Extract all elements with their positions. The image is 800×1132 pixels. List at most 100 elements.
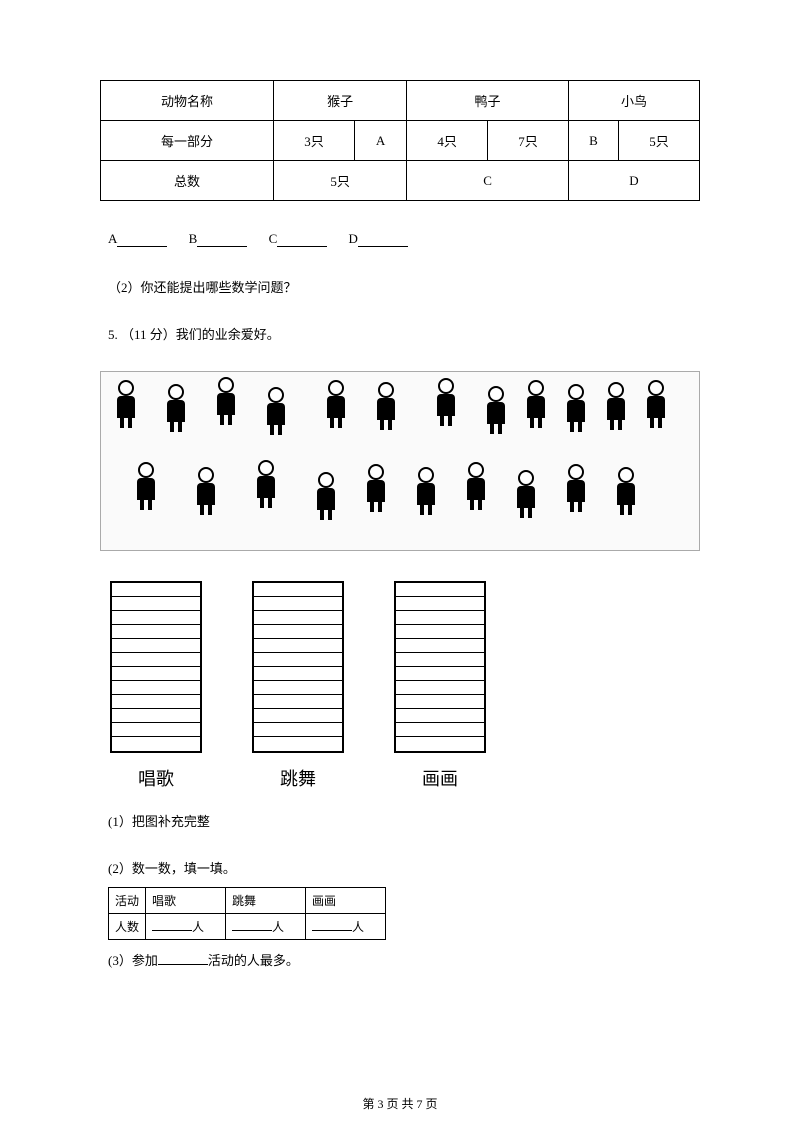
sub-question-3: (3）参加 活动的人最多。 [108,950,700,969]
bar-cell[interactable] [396,653,484,667]
animal-table: 动物名称 猴子 鸭子 小鸟 每一部分 3只 A 4只 7只 B 5只 总数 5只… [100,80,700,201]
cell-draw[interactable]: 人 [306,914,386,940]
label-d: D [348,231,357,246]
unit-draw: 人 [352,920,364,934]
kid-figure [411,467,441,515]
bar-cell[interactable] [112,625,200,639]
bar-cell[interactable] [112,639,200,653]
bar-cell[interactable] [112,583,200,597]
kid-figure [211,377,241,425]
bar-cell[interactable] [112,723,200,737]
h-sing: 唱歌 [146,888,226,914]
cell-total-bird: D [568,161,699,201]
cell-duck-1: 4只 [407,121,488,161]
bar-cell[interactable] [254,737,342,751]
kid-figure [361,464,391,512]
kid-figure [251,460,281,508]
page-footer: 第 3 页 共 7 页 [0,1095,800,1112]
blank-c[interactable] [277,233,327,247]
bar-cell[interactable] [396,709,484,723]
cell-bird-2: 5只 [619,121,700,161]
bar-cell[interactable] [112,611,200,625]
unit-sing: 人 [192,920,204,934]
bar-column: 画画 [394,581,486,791]
cell-sing[interactable]: 人 [146,914,226,940]
blank-b[interactable] [197,233,247,247]
bar-cell[interactable] [254,723,342,737]
blank-draw[interactable] [312,930,352,931]
blank-d[interactable] [358,233,408,247]
cell-bird-1: B [568,121,618,161]
bar-cell[interactable] [396,597,484,611]
kid-figure [511,470,541,518]
blank-dance[interactable] [232,930,272,931]
bar-cell[interactable] [254,639,342,653]
row-part-label: 每一部分 [101,121,274,161]
bar-cell[interactable] [254,611,342,625]
kid-figure [191,467,221,515]
cell-total-duck: C [407,161,569,201]
table-row: 每一部分 3只 A 4只 7只 B 5只 [101,121,700,161]
bar-cell[interactable] [254,625,342,639]
bar-cell[interactable] [254,681,342,695]
bar-cell[interactable] [112,709,200,723]
bar-cell[interactable] [254,597,342,611]
kid-figure [261,387,291,435]
bar-cell[interactable] [254,653,342,667]
bar-stack[interactable] [252,581,344,753]
kid-figure [161,384,191,432]
r-people: 人数 [109,914,146,940]
kid-figure [371,382,401,430]
table-row: 动物名称 猴子 鸭子 小鸟 [101,81,700,121]
bar-label: 画画 [422,765,458,791]
bar-cell[interactable] [112,695,200,709]
h-activity: 活动 [109,888,146,914]
bar-cell[interactable] [254,709,342,723]
blank-most[interactable] [158,964,208,965]
bar-cell[interactable] [112,667,200,681]
bar-cell[interactable] [112,653,200,667]
sub-question-2: (2）数一数，填一填。 [108,858,700,877]
sub3-post: 活动的人最多。 [208,953,299,968]
kid-figure [321,380,351,428]
sub3-pre: (3）参加 [108,953,158,968]
bar-cell[interactable] [396,625,484,639]
bar-cell[interactable] [396,695,484,709]
bar-cell[interactable] [254,667,342,681]
bar-column: 唱歌 [110,581,202,791]
cell-total-monkey: 5只 [274,161,407,201]
bar-cell[interactable] [254,583,342,597]
header-monkey: 猴子 [274,81,407,121]
kid-figure [611,467,641,515]
bar-cell[interactable] [396,667,484,681]
kid-figure [641,380,671,428]
bar-cell[interactable] [396,723,484,737]
bar-cell[interactable] [396,681,484,695]
bar-cell[interactable] [396,737,484,751]
kid-figure [131,462,161,510]
header-bird: 小鸟 [568,81,699,121]
bar-cell[interactable] [112,681,200,695]
blank-sing[interactable] [152,930,192,931]
header-duck: 鸭子 [407,81,569,121]
blank-a[interactable] [117,233,167,247]
sub-question-1: (1）把图补充完整 [108,811,700,830]
table-row: 人数 人 人 人 [109,914,386,940]
kid-figure [521,380,551,428]
bar-cell[interactable] [254,695,342,709]
bar-cell[interactable] [396,639,484,653]
kid-figure [461,462,491,510]
bar-stack[interactable] [394,581,486,753]
label-b: B [189,231,198,246]
h-draw: 画画 [306,888,386,914]
cell-dance[interactable]: 人 [226,914,306,940]
label-a: A [108,231,117,246]
bar-cell[interactable] [396,583,484,597]
cell-duck-2: 7只 [488,121,569,161]
bar-cell[interactable] [112,597,200,611]
bar-cell[interactable] [396,611,484,625]
bar-cell[interactable] [112,737,200,751]
h-dance: 跳舞 [226,888,306,914]
kid-figure [431,378,461,426]
bar-stack[interactable] [110,581,202,753]
